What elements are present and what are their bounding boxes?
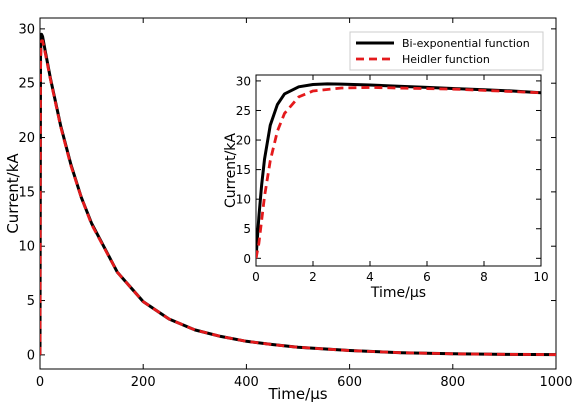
inset-x-tick-label: 10 xyxy=(533,270,548,284)
inset-y-tick-label: 25 xyxy=(236,104,251,118)
inset-y-tick-label: 5 xyxy=(243,222,251,236)
legend: Bi-exponential function Heidler function xyxy=(349,31,544,71)
inset-series-heidler-line xyxy=(256,86,541,259)
inset-y-axis-label: Current/kA xyxy=(223,133,239,208)
main-x-tick-label: 1000 xyxy=(539,375,572,390)
legend-box xyxy=(349,31,544,71)
main-x-tick-label: 800 xyxy=(440,375,465,390)
main-y-tick-label: 0 xyxy=(27,348,35,363)
main-series-heidler-line xyxy=(40,39,556,357)
inset-y-tick-label: 10 xyxy=(236,193,251,207)
main-x-tick-label: 600 xyxy=(337,375,362,390)
main-x-tick-label: 200 xyxy=(131,375,156,390)
inset-x-tick-label: 4 xyxy=(366,270,374,284)
main-y-axis-label: Current/kA xyxy=(4,153,22,234)
inset-y-tick-label: 0 xyxy=(243,252,251,266)
main-x-tick-label: 0 xyxy=(36,375,44,390)
main-x-tick-label: 400 xyxy=(234,375,259,390)
main-y-tick-label: 15 xyxy=(18,185,35,200)
main-y-tick-label: 30 xyxy=(18,22,35,37)
inset-x-tick-label: 0 xyxy=(252,270,260,284)
inset-plot-frame xyxy=(255,74,542,267)
main-y-tick-label: 20 xyxy=(18,131,35,146)
inset-panel: 0 2 4 6 8 10 0 5 10 15 20 25 30 Time/μs Current/kA xyxy=(223,74,549,301)
main-y-tick-label: 25 xyxy=(18,77,35,92)
main-y-tick-label: 10 xyxy=(18,240,35,255)
legend-label-heidler: Heidler function xyxy=(402,53,490,66)
inset-x-axis-label: Time/μs xyxy=(370,285,426,301)
main-x-axis-label: Time/μs xyxy=(267,385,327,403)
inset-x-tick-label: 8 xyxy=(480,270,488,284)
inset-x-tick-label: 6 xyxy=(423,270,431,284)
legend-label-bi-exponential: Bi-exponential function xyxy=(402,37,530,50)
inset-y-tick-label: 30 xyxy=(236,74,251,88)
main-y-tick-label: 5 xyxy=(27,294,35,309)
inset-x-tick-label: 2 xyxy=(309,270,317,284)
inset-y-tick-label: 15 xyxy=(236,163,251,177)
inset-y-tick-label: 20 xyxy=(236,134,251,148)
